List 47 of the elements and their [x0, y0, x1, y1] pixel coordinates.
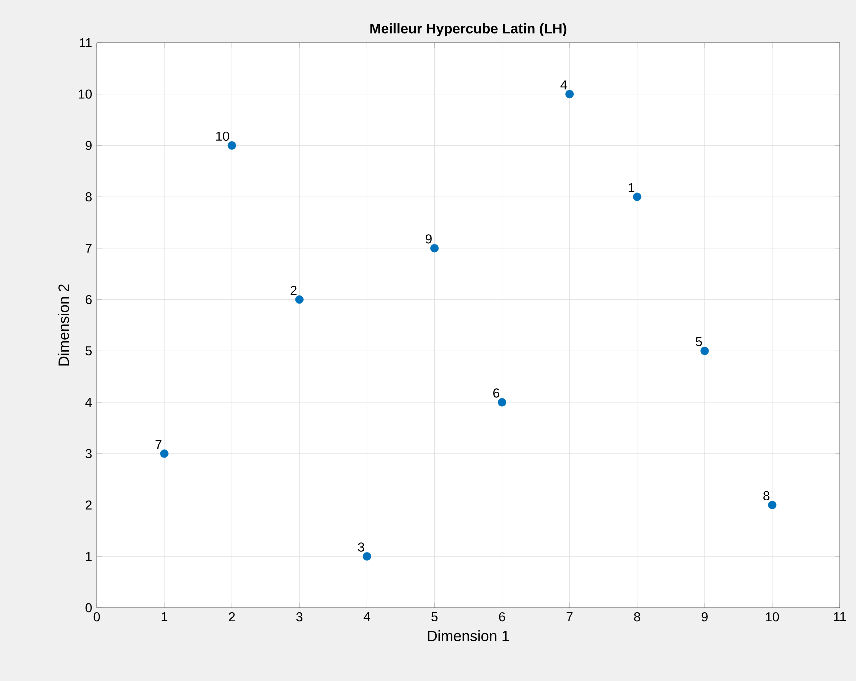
point [160, 450, 169, 458]
x-tick-label: 2 [229, 612, 236, 622]
point [566, 90, 574, 99]
chart-title: Meilleur Hypercube Latin (LH) [370, 23, 567, 36]
x-axis-title: Dimension 1 [428, 630, 510, 642]
annotation: 6 [494, 388, 500, 398]
y-tick-label: 6 [86, 295, 92, 304]
y-tick-label: 9 [86, 141, 92, 150]
annotation: 1 [628, 183, 635, 192]
x-tick-label: 6 [499, 612, 506, 622]
y-tick-label: 4 [86, 398, 92, 407]
y-tick-label: 0 [86, 603, 92, 613]
y-tick-label: 8 [86, 192, 92, 202]
annotation: 3 [358, 542, 364, 552]
annotation: 10 [216, 132, 230, 142]
annotation: 8 [764, 491, 770, 501]
x-tick-label: 8 [634, 612, 640, 622]
y-tick-label: 5 [86, 346, 92, 356]
annotation: 2 [290, 286, 297, 296]
point [430, 244, 439, 253]
y-tick-label: 3 [86, 449, 92, 458]
point [768, 501, 777, 510]
annotation: 9 [426, 234, 432, 244]
y-tick-label: 11 [80, 38, 92, 48]
point [633, 192, 642, 202]
annotation: 5 [696, 337, 702, 346]
x-tick-label: 9 [702, 612, 708, 622]
y-tick-label: 1 [86, 552, 92, 562]
x-tick-label: 4 [364, 612, 370, 622]
x-tick-label: 0 [94, 612, 100, 622]
y-tick-label: 10 [79, 90, 92, 99]
x-tick-label: 5 [432, 612, 438, 622]
point [362, 552, 372, 561]
y-axis-title: Dimension 2 [58, 284, 70, 366]
x-tick-label: 11 [834, 612, 846, 622]
annotation: 4 [560, 80, 568, 90]
x-tick-label: 10 [766, 612, 780, 622]
annotation: 7 [156, 440, 162, 450]
y-tick-label: 7 [86, 244, 92, 253]
x-tick-label: 7 [566, 612, 573, 622]
point [295, 296, 304, 304]
point [498, 398, 506, 407]
point [228, 142, 236, 150]
point [700, 346, 710, 356]
y-tick-label: 2 [86, 500, 92, 510]
x-tick-label: 1 [162, 612, 168, 622]
x-tick-label: 3 [296, 612, 303, 622]
